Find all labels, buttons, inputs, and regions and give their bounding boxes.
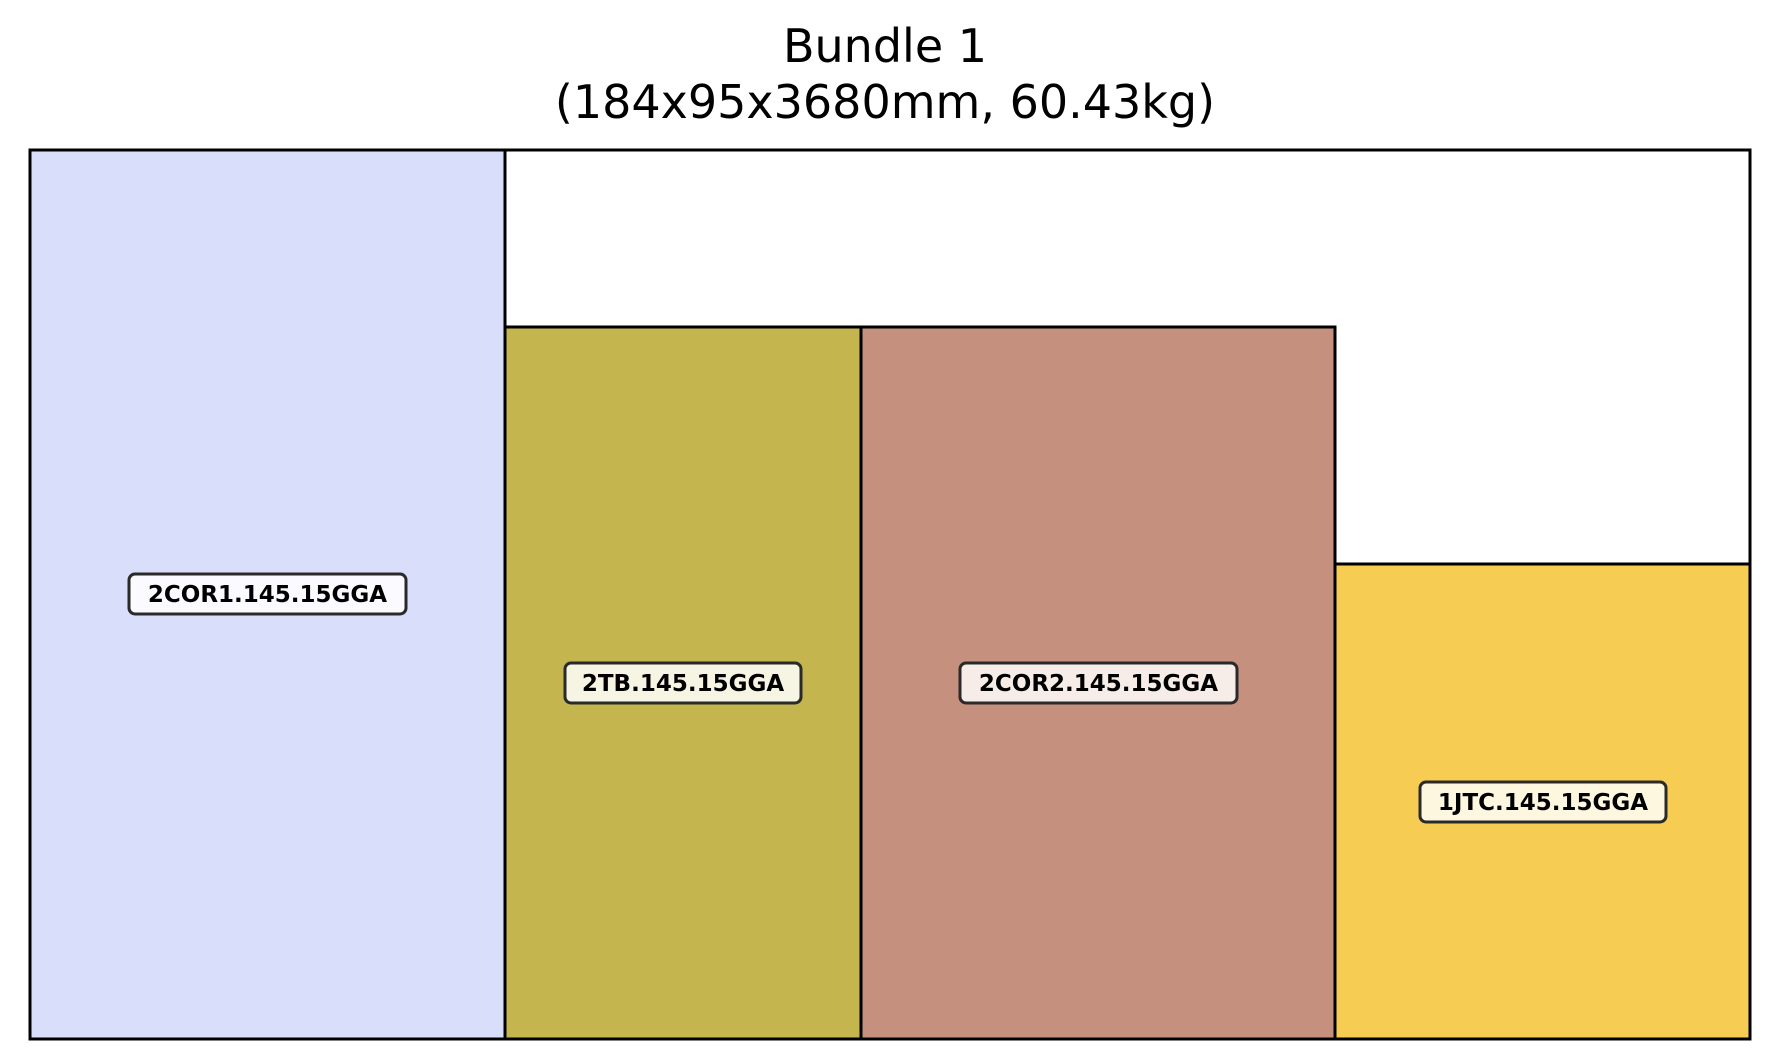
diagram-subtitle: (184x95x3680mm, 60.43kg) xyxy=(554,75,1216,129)
piece-2tb: 2TB.145.15GGA xyxy=(503,325,863,1041)
diagram-title-block: Bundle 1 (184x95x3680mm, 60.43kg) xyxy=(0,18,1770,130)
piece-2cor2: 2COR2.145.15GGA xyxy=(859,325,1337,1041)
piece-1jtc-label: 1JTC.145.15GGA xyxy=(1438,790,1648,816)
piece-2cor2-label-box xyxy=(958,661,1239,705)
diagram-title: Bundle 1 xyxy=(782,19,988,73)
piece-2tb-label-box xyxy=(563,661,803,705)
piece-1jtc-label-box xyxy=(1418,780,1668,824)
piece-2cor2-label: 2COR2.145.15GGA xyxy=(979,671,1218,697)
piece-2tb-label: 2TB.145.15GGA xyxy=(582,671,784,697)
piece-2cor1: 2COR1.145.15GGA xyxy=(28,148,507,1041)
piece-1jtc: 1JTC.145.15GGA xyxy=(1333,562,1752,1041)
piece-2cor1-label: 2COR1.145.15GGA xyxy=(148,582,387,608)
bundle-frame-outline xyxy=(28,148,1752,1041)
piece-2cor1-label-box xyxy=(127,572,408,616)
